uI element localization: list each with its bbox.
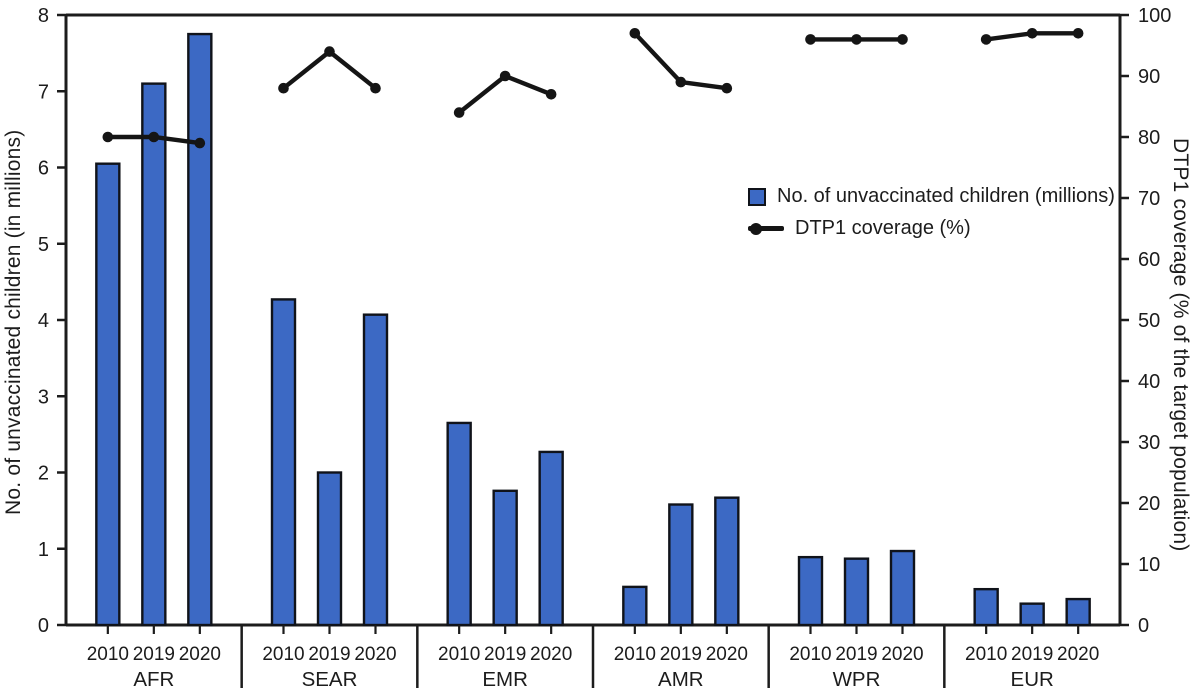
right-tick-label: 10	[1138, 554, 1160, 576]
bar-afr-2010	[95, 162, 121, 627]
dtp1-point-afr-2020	[194, 137, 206, 149]
region-label-emr: EMR	[482, 668, 528, 691]
year-label: 2019	[660, 644, 702, 665]
dtp1-point-sear-2020	[370, 82, 381, 94]
right-tick-label: 30	[1138, 432, 1160, 454]
line-swatch-icon	[748, 222, 784, 235]
left-tick-label: 6	[38, 158, 49, 180]
legend-label-bars: No. of unvaccinated children (millions)	[777, 185, 1115, 207]
year-label: 2019	[308, 644, 350, 665]
left-tick-label: 8	[38, 5, 49, 27]
right-tick-label: 20	[1138, 493, 1160, 515]
right-axis-title: DTP1 coverage (% of the target populatio…	[1169, 138, 1192, 552]
left-tick-label: 2	[38, 463, 49, 485]
right-tick-label: 0	[1138, 615, 1149, 637]
bar-sear-2019	[316, 471, 343, 627]
bar-eur-2020	[1065, 597, 1091, 627]
year-label: 2019	[1011, 644, 1053, 665]
left-tick-label: 7	[38, 81, 49, 103]
dtp1-point-emr-2020	[545, 89, 557, 100]
dtp1-point-eur-2020	[1072, 28, 1084, 39]
year-label: 2020	[179, 644, 221, 665]
right-tick-label: 80	[1138, 127, 1160, 149]
left-tick-label: 3	[38, 386, 49, 408]
dtp1-point-sear-2019	[324, 46, 335, 57]
year-label: 2020	[706, 644, 748, 665]
dtp1-point-afr-2019	[148, 131, 160, 143]
right-tick-label: 60	[1138, 249, 1160, 271]
region-label-wpr: WPR	[833, 668, 881, 691]
bar-emr-2019	[492, 489, 518, 627]
dtp1-point-amr-2020	[721, 82, 733, 94]
dtp1-point-amr-2019	[675, 76, 687, 88]
year-label: 2019	[133, 644, 175, 665]
bar-amr-2010	[622, 585, 648, 627]
left-tick-label: 4	[38, 310, 49, 332]
bar-eur-2019	[1019, 602, 1045, 627]
legend-label-line: DTP1 coverage (%)	[795, 217, 971, 239]
year-label: 2010	[438, 644, 480, 665]
line-marker-dot-icon	[750, 222, 762, 235]
right-tick-label: 40	[1138, 371, 1160, 393]
bar-afr-2019	[141, 82, 167, 627]
dtp1-point-wpr-2010	[805, 34, 816, 45]
bar-wpr-2010	[797, 555, 824, 627]
bar-wpr-2020	[889, 549, 916, 627]
year-label: 2019	[484, 644, 526, 665]
right-tick-label: 70	[1138, 188, 1160, 210]
dtp1-point-emr-2019	[499, 70, 511, 82]
dtp1-line-emr	[456, 73, 554, 115]
bar-sear-2020	[362, 313, 389, 627]
dtp1-point-amr-2010	[629, 28, 641, 39]
bar-amr-2019	[668, 503, 694, 627]
year-label: 2020	[530, 644, 572, 665]
bar-emr-2010	[446, 421, 472, 627]
year-label: 2020	[1057, 644, 1099, 665]
dtp1-point-afr-2010	[102, 131, 114, 143]
left-tick-label: 5	[38, 234, 49, 256]
bar-emr-2020	[538, 450, 564, 627]
left-tick-label: 1	[38, 539, 49, 561]
year-label: 2010	[87, 644, 129, 665]
year-label: 2010	[965, 644, 1007, 665]
dtp1-point-emr-2010	[453, 107, 465, 118]
legend: No. of unvaccinated children (millions) …	[748, 185, 1115, 240]
dtp1-point-eur-2019	[1026, 28, 1038, 39]
dtp1-line-sear	[281, 48, 378, 91]
right-tick-label: 100	[1138, 5, 1171, 27]
legend-item-dtp1-line: DTP1 coverage (%)	[748, 217, 1115, 240]
bar-sear-2010	[270, 298, 297, 627]
region-label-amr: AMR	[658, 668, 704, 691]
legend-item-unvaccinated-bars: No. of unvaccinated children (millions)	[748, 185, 1115, 208]
right-tick-label: 90	[1138, 66, 1160, 88]
region-label-afr: AFR	[133, 668, 174, 691]
region-label-sear: SEAR	[302, 668, 358, 691]
year-label: 2010	[789, 644, 831, 665]
bar-amr-2020	[714, 496, 740, 627]
left-axis-title: No. of unvaccinated children (in million…	[2, 129, 25, 516]
year-label: 2020	[354, 644, 396, 665]
dtp1-point-wpr-2019	[851, 34, 862, 45]
dtp1-point-wpr-2020	[897, 34, 908, 45]
left-tick-label: 0	[38, 615, 49, 637]
year-label: 2019	[835, 644, 877, 665]
bar-wpr-2019	[843, 557, 870, 627]
bar-swatch-icon	[748, 187, 766, 206]
year-label: 2020	[881, 644, 923, 665]
dtp1-point-sear-2010	[278, 82, 289, 94]
region-label-eur: EUR	[1011, 668, 1054, 691]
year-label: 2010	[614, 644, 656, 665]
right-tick-label: 50	[1138, 310, 1160, 332]
bar-afr-2020	[187, 32, 213, 627]
year-label: 2010	[262, 644, 304, 665]
bar-eur-2010	[973, 587, 999, 627]
dtp1-point-eur-2010	[980, 34, 992, 45]
